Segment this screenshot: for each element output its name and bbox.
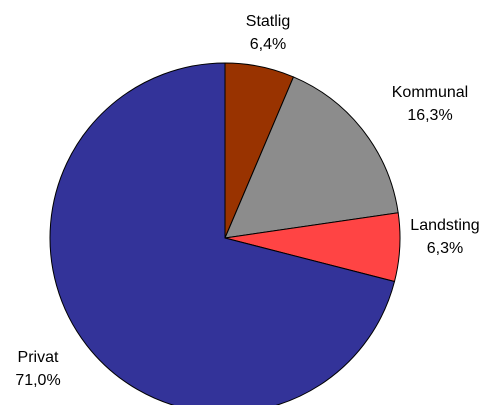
slice-value-label: 16,3% [407,107,452,124]
pie-slice [224,76,399,239]
slice-label: Landsting [410,217,479,234]
pie-slice [49,62,396,405]
slice-label: Statlig [246,13,290,30]
slice-value-label: 6,3% [427,240,463,257]
slice-value-label: 6,4% [250,36,286,53]
slice-value-label: 71,0% [15,372,60,389]
slice-label: Privat [18,349,59,366]
slice-label: Kommunal [392,84,468,101]
